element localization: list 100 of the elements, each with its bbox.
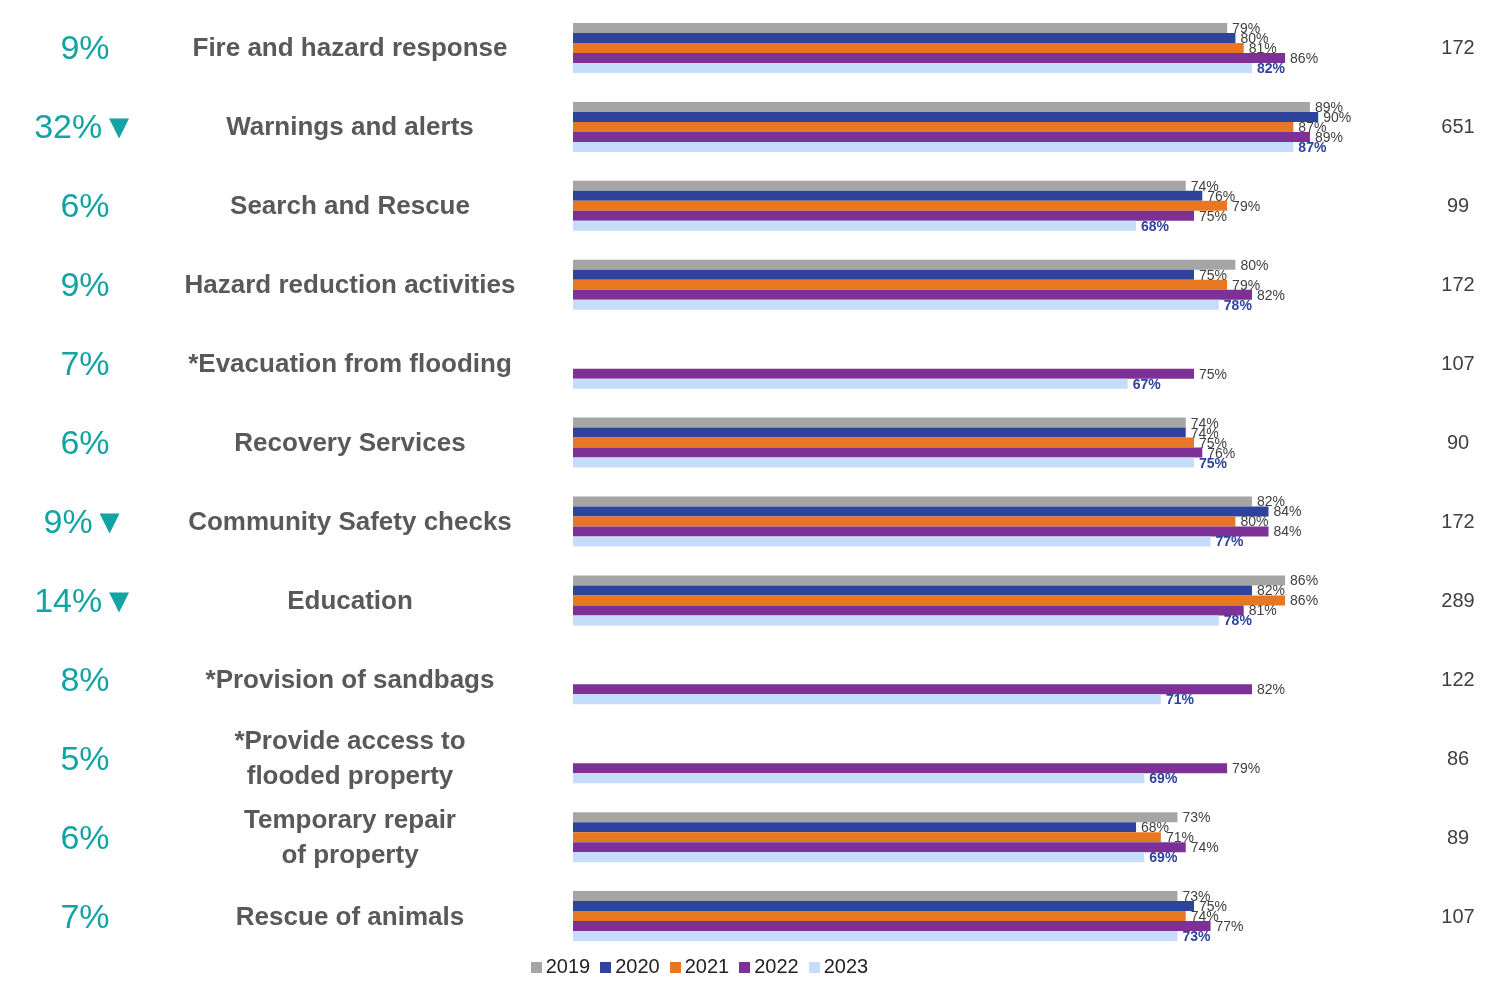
y-tick-label: Education [287, 584, 413, 615]
text: 9% [60, 265, 110, 304]
text: 172 [1441, 509, 1475, 532]
text: 6% [60, 423, 110, 462]
bar [573, 526, 1269, 537]
data-label: 86% [1290, 49, 1319, 66]
data-label: 71% [1165, 691, 1195, 708]
bar [573, 437, 1194, 448]
text: 90 [1446, 431, 1470, 454]
bar [573, 615, 1219, 626]
text: 6% [60, 817, 110, 856]
text: 99 [1446, 194, 1470, 217]
bar [573, 506, 1269, 517]
data-label: 86% [1290, 592, 1319, 609]
text: 32%▼ [34, 107, 136, 146]
bar [573, 832, 1161, 843]
bar [573, 891, 1178, 902]
bar [573, 190, 1203, 201]
bar [573, 259, 1236, 270]
bar [573, 200, 1228, 211]
text: 9% [60, 28, 110, 67]
data-label: 77% [1215, 533, 1245, 550]
bar [573, 269, 1194, 280]
data-label: 82% [1256, 59, 1286, 76]
bar [573, 289, 1252, 300]
data-label: 73% [1182, 809, 1211, 826]
text: 172 [1441, 36, 1475, 59]
text: 6% [60, 186, 110, 225]
bar [573, 585, 1252, 596]
data-label: 75% [1199, 207, 1228, 224]
legend-label: 2021 [684, 955, 730, 977]
text: 651 [1441, 115, 1475, 138]
bar [573, 101, 1310, 112]
bar [573, 299, 1219, 310]
y-tick-label: Recovery Services [234, 427, 466, 458]
text: 107 [1441, 352, 1475, 375]
bar [573, 457, 1194, 468]
y-tick-label: Community Safety checks [188, 505, 512, 536]
bar [573, 773, 1145, 784]
data-label: 86% [1290, 572, 1319, 589]
y-tick-label: *Provision of sandbags [205, 663, 495, 694]
bar [573, 63, 1252, 73]
y-tick-label: Temporary repair of property [244, 803, 456, 869]
data-label: 75% [1199, 266, 1228, 283]
data-label: 73% [1182, 928, 1212, 945]
text: 289 [1441, 588, 1475, 611]
bar [573, 43, 1244, 53]
data-label: 82% [1256, 582, 1285, 599]
bar [573, 595, 1286, 606]
bar [573, 931, 1178, 942]
bar [573, 33, 1236, 43]
bar [573, 180, 1186, 191]
bar [573, 842, 1186, 853]
text: 7% [60, 344, 110, 383]
bar [573, 921, 1211, 932]
y-tick-label: Fire and hazard response [192, 32, 508, 63]
bar [573, 23, 1228, 33]
data-label: 79% [1232, 760, 1261, 777]
bar [573, 763, 1228, 774]
bar [573, 911, 1186, 922]
data-label: 75% [1199, 365, 1228, 382]
data-label: 67% [1132, 375, 1162, 392]
text: 7% [60, 896, 110, 935]
bar [573, 141, 1294, 152]
bar [573, 536, 1211, 547]
y-tick-label: Search and Rescue [230, 190, 470, 221]
bar [573, 605, 1244, 616]
legend-label: 2022 [754, 955, 799, 977]
bar [573, 427, 1186, 438]
data-label: 68% [1141, 217, 1170, 234]
y-tick-label: Hazard reduction activities [184, 269, 516, 300]
text: 5% [60, 738, 110, 777]
bar [573, 447, 1203, 458]
bar [573, 901, 1194, 912]
bar [573, 220, 1137, 231]
bar [573, 496, 1252, 507]
bar [573, 417, 1186, 428]
data-label: 78% [1223, 296, 1253, 313]
legend-label: 2020 [615, 955, 660, 977]
legend-label: 2019 [545, 955, 591, 977]
data-label: 68% [1141, 819, 1170, 836]
bar [573, 368, 1194, 379]
bar [573, 279, 1228, 290]
bar [573, 575, 1286, 586]
data-label: 69% [1149, 849, 1178, 866]
text: 86 [1446, 746, 1470, 769]
bar [573, 111, 1319, 122]
bar [573, 210, 1194, 221]
text: 89 [1446, 825, 1470, 848]
text: 9%▼ [43, 501, 127, 540]
bar [573, 378, 1128, 389]
bar [573, 812, 1178, 823]
y-tick-label: Warnings and alerts [226, 111, 474, 142]
y-tick-label: *Evacuation from flooding [188, 348, 512, 379]
data-label: 80% [1240, 513, 1269, 530]
bar [573, 121, 1294, 132]
y-tick-label: Rescue of animals [235, 900, 465, 931]
bar [573, 131, 1310, 142]
data-label: 84% [1273, 523, 1302, 540]
bar [573, 852, 1145, 863]
